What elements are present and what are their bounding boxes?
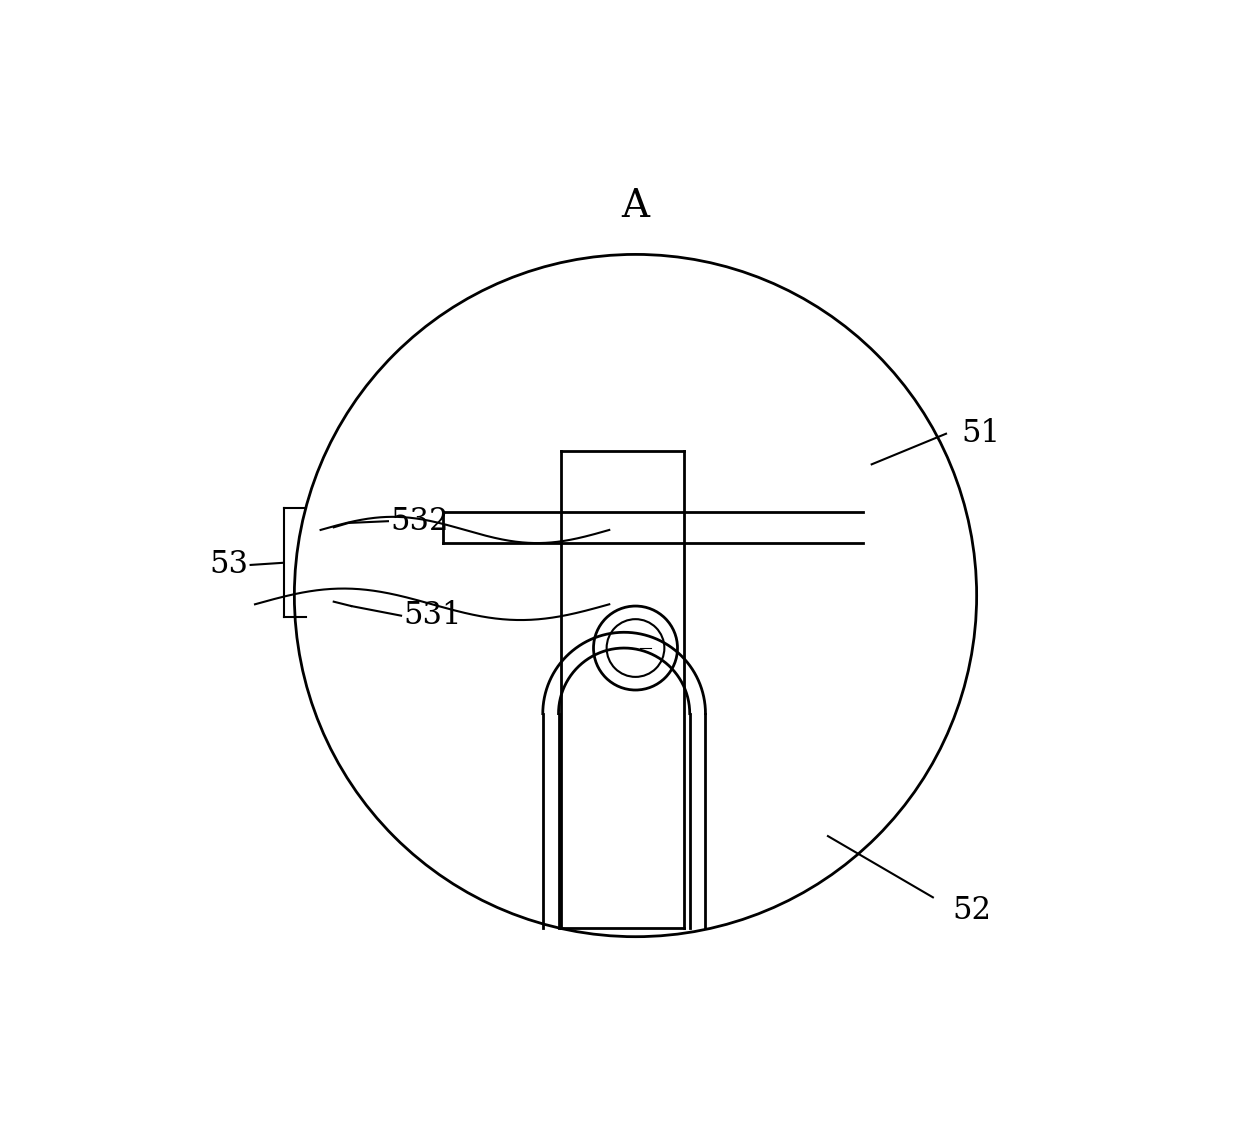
- Text: 51: 51: [961, 418, 1001, 449]
- Text: 53: 53: [210, 550, 248, 580]
- Text: A: A: [621, 187, 650, 225]
- Text: 531: 531: [404, 600, 463, 632]
- Text: 532: 532: [391, 506, 449, 536]
- Text: 52: 52: [952, 895, 992, 926]
